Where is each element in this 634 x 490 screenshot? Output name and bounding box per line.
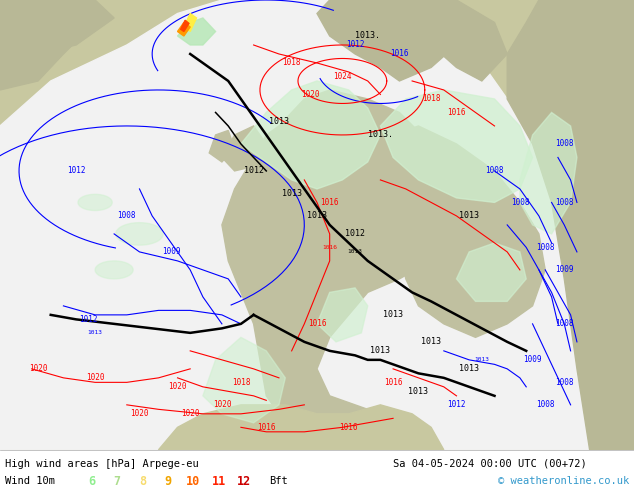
Polygon shape — [520, 113, 577, 234]
Polygon shape — [222, 90, 456, 441]
Polygon shape — [95, 261, 133, 279]
Polygon shape — [116, 222, 164, 245]
Text: 1008: 1008 — [555, 140, 574, 148]
Text: 11: 11 — [212, 475, 226, 488]
Polygon shape — [317, 0, 456, 81]
Text: 10: 10 — [186, 475, 200, 488]
Text: 1008: 1008 — [510, 198, 529, 207]
Text: 1008: 1008 — [536, 243, 555, 252]
Text: 1018: 1018 — [231, 378, 250, 387]
Polygon shape — [456, 243, 526, 301]
Polygon shape — [184, 14, 197, 31]
Text: 1016: 1016 — [307, 319, 327, 328]
Text: 1009: 1009 — [162, 247, 181, 256]
Text: 1013: 1013 — [421, 337, 441, 346]
Polygon shape — [0, 0, 114, 54]
Text: 1013: 1013 — [307, 211, 327, 220]
Polygon shape — [222, 126, 266, 171]
Text: 1012: 1012 — [346, 41, 365, 49]
Text: 7: 7 — [113, 475, 121, 488]
Text: 1009: 1009 — [555, 266, 574, 274]
Text: 1012: 1012 — [79, 315, 98, 324]
Text: 1012: 1012 — [243, 167, 264, 175]
Text: Bft: Bft — [269, 476, 288, 486]
Text: High wind areas [hPa] Arpege-eu: High wind areas [hPa] Arpege-eu — [5, 459, 199, 468]
Text: 1020: 1020 — [86, 373, 105, 382]
Text: 1020: 1020 — [29, 365, 48, 373]
Text: 1020: 1020 — [212, 400, 231, 409]
Text: 1008: 1008 — [536, 400, 555, 409]
Polygon shape — [178, 23, 190, 36]
Text: 1008: 1008 — [555, 378, 574, 387]
Text: 1016: 1016 — [322, 245, 337, 250]
Text: 1013: 1013 — [370, 346, 391, 355]
Polygon shape — [380, 0, 507, 81]
Text: 1016: 1016 — [339, 423, 358, 432]
Text: 1013: 1013 — [383, 310, 403, 319]
Text: 1013: 1013 — [347, 249, 363, 254]
Text: 1012: 1012 — [447, 400, 466, 409]
Text: 1024: 1024 — [333, 72, 352, 81]
Text: 1013: 1013 — [281, 189, 302, 198]
Text: 1016: 1016 — [257, 423, 276, 432]
Polygon shape — [158, 405, 444, 450]
Text: 1016: 1016 — [390, 49, 409, 58]
Text: 1012: 1012 — [67, 167, 86, 175]
Text: 9: 9 — [164, 475, 172, 488]
Text: 1013: 1013 — [269, 117, 289, 126]
Text: 1008: 1008 — [117, 211, 136, 220]
Text: 1013: 1013 — [459, 211, 479, 220]
Text: 1013: 1013 — [474, 357, 489, 363]
Polygon shape — [178, 18, 216, 45]
Polygon shape — [241, 81, 380, 189]
Text: 1020: 1020 — [130, 409, 149, 418]
Text: 1012: 1012 — [345, 229, 365, 239]
Polygon shape — [380, 90, 533, 202]
Text: 1020: 1020 — [301, 90, 320, 99]
Text: 1013: 1013 — [459, 365, 479, 373]
Polygon shape — [0, 0, 590, 450]
Polygon shape — [209, 130, 235, 162]
Polygon shape — [380, 126, 545, 337]
Text: © weatheronline.co.uk: © weatheronline.co.uk — [498, 476, 629, 486]
Text: 1008: 1008 — [555, 319, 574, 328]
Text: 12: 12 — [237, 475, 251, 488]
Polygon shape — [203, 337, 285, 423]
Text: 1013: 1013 — [408, 387, 429, 396]
Text: 1018: 1018 — [282, 58, 301, 68]
Text: 1013: 1013 — [87, 330, 103, 335]
Text: 1020: 1020 — [168, 382, 187, 392]
Polygon shape — [181, 20, 189, 31]
Text: Wind 10m: Wind 10m — [5, 476, 55, 486]
Polygon shape — [317, 288, 368, 342]
Text: 6: 6 — [88, 475, 96, 488]
Text: 1013.: 1013. — [368, 130, 393, 140]
Text: 1016: 1016 — [447, 108, 466, 117]
Text: 1009: 1009 — [523, 355, 542, 365]
Text: 1018: 1018 — [422, 95, 441, 103]
Text: 1020: 1020 — [181, 409, 200, 418]
Text: 1016: 1016 — [384, 378, 403, 387]
Text: 8: 8 — [139, 475, 146, 488]
Polygon shape — [0, 0, 95, 90]
Polygon shape — [78, 195, 112, 211]
Text: 1013.: 1013. — [355, 31, 380, 41]
Text: 1008: 1008 — [485, 167, 504, 175]
Text: Sa 04-05-2024 00:00 UTC (00+72): Sa 04-05-2024 00:00 UTC (00+72) — [393, 459, 587, 468]
Text: 1008: 1008 — [555, 198, 574, 207]
Polygon shape — [507, 0, 634, 450]
Text: 1016: 1016 — [320, 198, 339, 207]
